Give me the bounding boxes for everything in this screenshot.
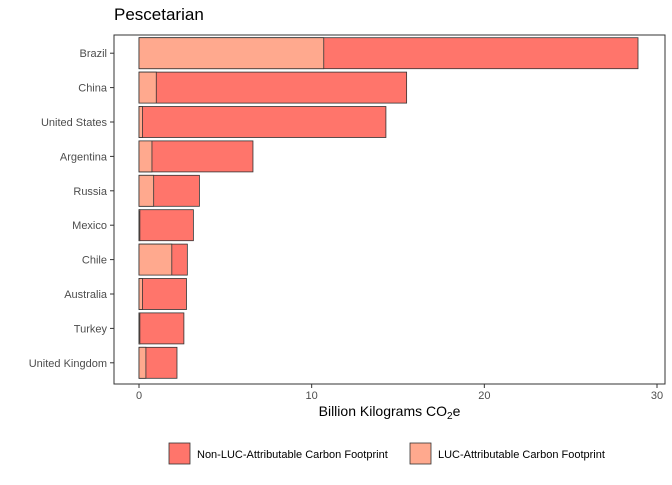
bar-luc-argentina <box>138 140 153 173</box>
bar-luc-australia <box>138 278 143 310</box>
bar-luc-mexico <box>138 209 141 242</box>
bar-non-luc-united-states <box>138 106 387 138</box>
y-tick-label: Australia <box>64 289 108 301</box>
y-tick-label: Argentina <box>60 151 108 163</box>
chart-title: Pescetarian <box>114 5 204 24</box>
legend-swatch <box>409 442 432 465</box>
x-tick-label: 0 <box>136 390 142 402</box>
bar-luc-united-states <box>138 106 143 138</box>
legend-label: LUC-Attributable Carbon Footprint <box>438 449 605 461</box>
x-axis-title: Billion Kilograms CO2e <box>319 403 461 422</box>
bar-non-luc-australia <box>138 278 187 310</box>
bar-luc-russia <box>138 174 155 207</box>
legend: Non-LUC-Attributable Carbon Footprint LUC… <box>168 442 605 465</box>
bar-non-luc-mexico <box>138 209 194 242</box>
y-tick-label: Mexico <box>72 220 107 232</box>
x-tick-label: 30 <box>651 390 663 402</box>
y-tick-label: Chile <box>82 255 107 267</box>
y-tick-label: Turkey <box>74 323 108 335</box>
bar-non-luc-turkey <box>138 312 185 345</box>
bar-luc-china <box>138 71 157 104</box>
x-axis: 0 10 20 30 <box>136 384 663 402</box>
x-axis-title-subscript: 2 <box>447 411 453 422</box>
y-tick-label: Russia <box>73 186 108 198</box>
y-tick-label: United Kingdom <box>29 358 107 370</box>
bar-luc-chile <box>138 243 173 276</box>
y-axis: Brazil China United States Argentina Russia M… <box>29 48 114 370</box>
y-tick-label: China <box>78 83 108 95</box>
bars-group <box>138 37 639 379</box>
legend-label: Non-LUC-Attributable Carbon Footprint <box>197 449 388 461</box>
bar-non-luc-argentina <box>138 140 254 173</box>
y-tick-label: United States <box>41 117 108 129</box>
y-tick-label: Brazil <box>79 48 107 60</box>
legend-swatch <box>168 442 191 465</box>
bar-luc-turkey <box>138 312 141 345</box>
bar-non-luc-china <box>138 71 408 104</box>
bar-luc-united-kingdom <box>138 346 147 379</box>
x-tick-label: 10 <box>306 390 318 402</box>
bar-luc-brazil <box>138 37 325 70</box>
x-tick-label: 20 <box>478 390 490 402</box>
